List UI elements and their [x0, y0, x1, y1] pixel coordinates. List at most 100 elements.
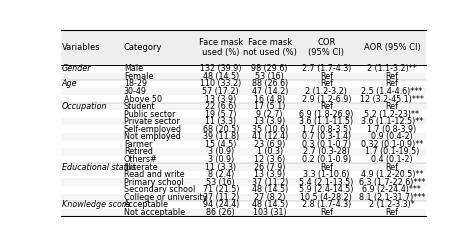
Bar [61, 171, 426, 178]
Text: 5.9 (2.4-14.5): 5.9 (2.4-14.5) [299, 185, 354, 194]
Text: 3.6 (1.1-11.5): 3.6 (1.1-11.5) [299, 117, 354, 126]
Text: 11 (3.3): 11 (3.3) [205, 163, 237, 172]
Text: 48 (14.5): 48 (14.5) [252, 200, 288, 209]
Text: 0.32 (0.1-0.9)**: 0.32 (0.1-0.9)** [361, 140, 423, 149]
Text: 1.7 (0.8-3.9): 1.7 (0.8-3.9) [367, 125, 417, 134]
Text: 68 (20.5): 68 (20.5) [202, 125, 239, 134]
Text: 0.4 (0.1-2): 0.4 (0.1-2) [371, 155, 413, 164]
Text: Male: Male [124, 64, 143, 73]
Text: 2 (1.1-3.2)**: 2 (1.1-3.2)** [367, 64, 417, 73]
Text: 2.9 (1.2-6.9): 2.9 (1.2-6.9) [301, 94, 351, 103]
Bar [61, 95, 426, 103]
Text: 16 (4.8): 16 (4.8) [254, 94, 285, 103]
Text: 17 (5.1): 17 (5.1) [254, 102, 285, 111]
Text: AOR (95% CI): AOR (95% CI) [364, 43, 420, 52]
Text: 0.9 (0.4-2): 0.9 (0.4-2) [371, 132, 413, 141]
Text: Female: Female [124, 72, 153, 81]
Text: COR
(95% CI): COR (95% CI) [309, 38, 344, 57]
Text: Above 50: Above 50 [124, 94, 162, 103]
Text: Ref: Ref [385, 79, 399, 88]
Text: 35 (10.6): 35 (10.6) [252, 125, 288, 134]
Text: Farmer: Farmer [124, 140, 152, 149]
Text: 2 (1.2-3.2): 2 (1.2-3.2) [305, 87, 347, 96]
Text: 2.5 (1.4-4.6)***: 2.5 (1.4-4.6)*** [361, 87, 422, 96]
Bar [61, 118, 426, 125]
Text: 27 (8.2): 27 (8.2) [254, 193, 285, 202]
Text: 2 (1.2-3.3)*: 2 (1.2-3.3)* [369, 200, 415, 209]
Bar [61, 209, 426, 216]
Text: 3 (0.9): 3 (0.9) [208, 147, 234, 156]
Text: 1.7 (0.1-19.5): 1.7 (0.1-19.5) [365, 147, 419, 156]
Bar [61, 80, 426, 88]
Text: 5.4 (2.1-13.5): 5.4 (2.1-13.5) [299, 178, 354, 187]
Text: 18-29: 18-29 [124, 79, 147, 88]
Text: Ref: Ref [385, 163, 399, 172]
Text: 26 (7.9): 26 (7.9) [254, 163, 285, 172]
Text: 132 (39.9): 132 (39.9) [200, 64, 242, 73]
Bar [61, 163, 426, 171]
Bar [61, 72, 426, 80]
Bar [61, 133, 426, 141]
Text: Student: Student [124, 102, 155, 111]
Text: 3.6 (1.1-12.5)**: 3.6 (1.1-12.5)** [361, 117, 423, 126]
Bar [61, 103, 426, 110]
Text: Retired: Retired [124, 147, 153, 156]
Text: 13 (3.9): 13 (3.9) [254, 117, 285, 126]
Text: 37 (11.2): 37 (11.2) [252, 178, 288, 187]
Text: Self-employed: Self-employed [124, 125, 182, 134]
Text: 13 (3.9): 13 (3.9) [205, 94, 237, 103]
Text: 19 (5.7): 19 (5.7) [205, 110, 237, 119]
Text: 110 (33.2): 110 (33.2) [200, 79, 241, 88]
Text: 8.1 (2.1-31.7)***: 8.1 (2.1-31.7)*** [359, 193, 425, 202]
Text: 6.9 (2-24.4)***: 6.9 (2-24.4)*** [363, 185, 421, 194]
Bar [61, 148, 426, 156]
Text: 10.5 (4-28.2): 10.5 (4-28.2) [301, 193, 352, 202]
Text: Occupation: Occupation [62, 102, 107, 111]
Text: 3.3 (1-10.6): 3.3 (1-10.6) [303, 170, 350, 179]
Text: 6.3 (1.7-22.6)***: 6.3 (1.7-22.6)*** [359, 178, 425, 187]
Text: 0.7 (0.3-1.4): 0.7 (0.3-1.4) [302, 132, 351, 141]
Text: 6.9 (1.8-26.9): 6.9 (1.8-26.9) [299, 110, 354, 119]
Bar [61, 186, 426, 193]
Text: 1.7 (0.8-3.5): 1.7 (0.8-3.5) [302, 125, 351, 134]
Text: Others#: Others# [124, 155, 157, 164]
Text: 71 (21.5): 71 (21.5) [202, 185, 239, 194]
Text: Variables: Variables [62, 43, 101, 52]
Text: 30-49: 30-49 [124, 87, 147, 96]
Text: Secondary school: Secondary school [124, 185, 195, 194]
Text: 48 (14.5): 48 (14.5) [252, 185, 288, 194]
Text: 88 (26.6): 88 (26.6) [252, 79, 288, 88]
Bar [61, 125, 426, 133]
Text: Illiterate: Illiterate [124, 163, 157, 172]
Text: 98 (29.6): 98 (29.6) [252, 64, 288, 73]
Text: Ref: Ref [320, 102, 333, 111]
Text: Educational status: Educational status [62, 163, 136, 172]
Text: 1 (0.3): 1 (0.3) [256, 147, 283, 156]
Text: 4.9 (1.2-20.5)**: 4.9 (1.2-20.5)** [361, 170, 423, 179]
Text: Not acceptable: Not acceptable [124, 208, 185, 217]
Text: 2.7 (1.7-4.3): 2.7 (1.7-4.3) [301, 64, 351, 73]
Text: 41 (12.4): 41 (12.4) [252, 132, 288, 141]
Text: 39 (11.8): 39 (11.8) [203, 132, 239, 141]
Text: Gender: Gender [62, 64, 91, 73]
Text: 2.7 (0.3-28): 2.7 (0.3-28) [303, 147, 350, 156]
Bar [61, 110, 426, 118]
Text: Public sector: Public sector [124, 110, 175, 119]
Text: Ref: Ref [320, 163, 333, 172]
Bar [61, 156, 426, 163]
Text: 22 (6.6): 22 (6.6) [205, 102, 237, 111]
Text: Ref: Ref [385, 72, 399, 81]
Text: 12 (3.6): 12 (3.6) [254, 155, 285, 164]
Text: Face mask
used (%): Face mask used (%) [199, 38, 243, 57]
Text: 94 (24.4): 94 (24.4) [202, 200, 239, 209]
Text: 2.8 (1.7-4.3): 2.8 (1.7-4.3) [302, 200, 351, 209]
Text: 5.2 (1.2-23)**: 5.2 (1.2-23)** [365, 110, 419, 119]
Text: Acceptable: Acceptable [124, 200, 169, 209]
Text: 47 (14.2): 47 (14.2) [252, 87, 288, 96]
Text: 15 (4.5): 15 (4.5) [205, 140, 237, 149]
Text: Ref: Ref [320, 72, 333, 81]
Text: 103 (31): 103 (31) [253, 208, 286, 217]
Text: Knowledge score: Knowledge score [62, 200, 130, 209]
Text: Private sector: Private sector [124, 117, 180, 126]
Text: 23 (6.9): 23 (6.9) [254, 140, 285, 149]
